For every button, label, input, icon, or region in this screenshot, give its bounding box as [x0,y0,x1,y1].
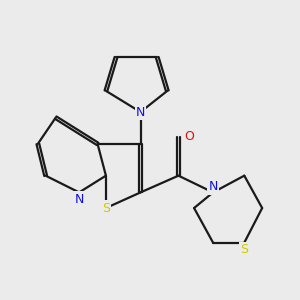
Text: N: N [208,180,218,193]
Text: S: S [102,202,110,214]
Text: S: S [240,243,248,256]
Text: N: N [136,106,145,118]
Text: N: N [74,193,84,206]
Text: O: O [184,130,194,143]
